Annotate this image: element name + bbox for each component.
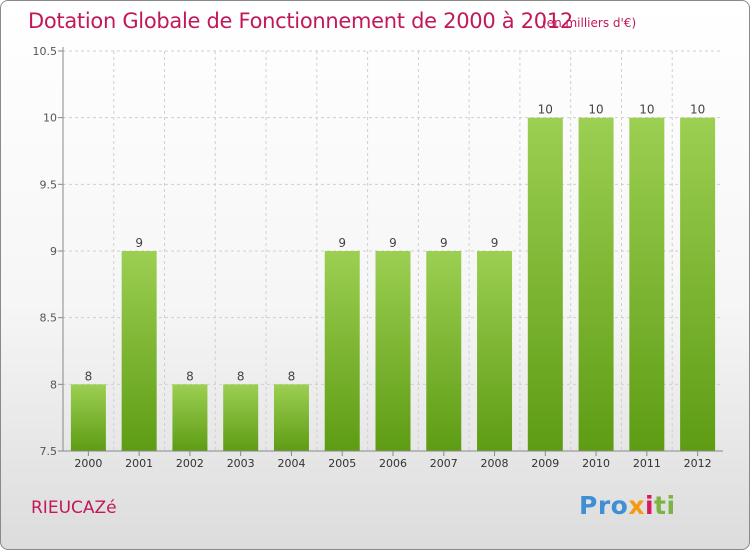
data-label: 10 bbox=[538, 103, 553, 117]
labels: 7.5 8 8.5 9 9.5 10 10.5 8 2000 9 2001 8 2002 8 2003 8 20… bbox=[33, 45, 712, 470]
x-tick-label: 2007 bbox=[430, 457, 458, 470]
bar bbox=[680, 117, 716, 452]
data-label: 8 bbox=[186, 369, 194, 383]
chart-title: Dotation Globale de Fonctionnement de 20… bbox=[28, 9, 573, 33]
data-label: 8 bbox=[85, 369, 93, 383]
bar bbox=[426, 251, 462, 451]
bar bbox=[527, 117, 563, 452]
x-tick-label: 2003 bbox=[227, 457, 255, 470]
x-tick-label: 2006 bbox=[379, 457, 407, 470]
bar bbox=[375, 251, 411, 451]
bar bbox=[223, 384, 259, 451]
x-tick-label: 2008 bbox=[481, 457, 509, 470]
x-tick-label: 2005 bbox=[328, 457, 356, 470]
bar bbox=[273, 384, 309, 451]
x-tick-label: 2011 bbox=[633, 457, 661, 470]
x-tick-label: 2009 bbox=[531, 457, 559, 470]
y-tick-label: 7.5 bbox=[40, 445, 58, 458]
y-tick-label: 10.5 bbox=[33, 45, 58, 58]
bar bbox=[172, 384, 208, 451]
y-tick-label: 9 bbox=[50, 245, 57, 258]
x-tick-label: 2000 bbox=[74, 457, 102, 470]
data-label: 10 bbox=[639, 103, 654, 117]
chart-unit-label: (en milliers d'€) bbox=[542, 16, 637, 30]
logo-part: x bbox=[628, 491, 645, 520]
bars bbox=[70, 117, 716, 452]
x-tick-label: 2012 bbox=[684, 457, 712, 470]
data-label: 9 bbox=[440, 236, 448, 250]
bar bbox=[477, 251, 513, 451]
x-tick-label: 2002 bbox=[176, 457, 204, 470]
logo-part: ti bbox=[654, 491, 676, 520]
proxiti-logo[interactable]: Proxiti bbox=[579, 491, 676, 520]
y-tick-label: 10 bbox=[43, 112, 57, 125]
data-label: 9 bbox=[338, 236, 346, 250]
x-tick-label: 2010 bbox=[582, 457, 610, 470]
y-tick-label: 8 bbox=[50, 378, 57, 391]
bar bbox=[324, 251, 360, 451]
logo-part: i bbox=[644, 491, 655, 520]
data-label: 9 bbox=[389, 236, 397, 250]
axes bbox=[58, 47, 723, 456]
data-label: 10 bbox=[690, 103, 705, 117]
data-label: 9 bbox=[135, 236, 143, 250]
data-label: 9 bbox=[491, 236, 499, 250]
bar bbox=[578, 117, 614, 452]
y-tick-label: 8.5 bbox=[40, 312, 58, 325]
x-tick-label: 2001 bbox=[125, 457, 153, 470]
bar bbox=[121, 251, 157, 451]
x-tick-label: 2004 bbox=[277, 457, 305, 470]
y-tick-label: 9.5 bbox=[40, 178, 58, 191]
logo-part: Pro bbox=[579, 491, 629, 520]
commune-name: RIEUCAZé bbox=[31, 498, 117, 518]
data-label: 8 bbox=[237, 369, 245, 383]
bar bbox=[70, 384, 106, 451]
data-label: 8 bbox=[288, 369, 296, 383]
data-label: 10 bbox=[588, 103, 603, 117]
bar bbox=[629, 117, 665, 452]
